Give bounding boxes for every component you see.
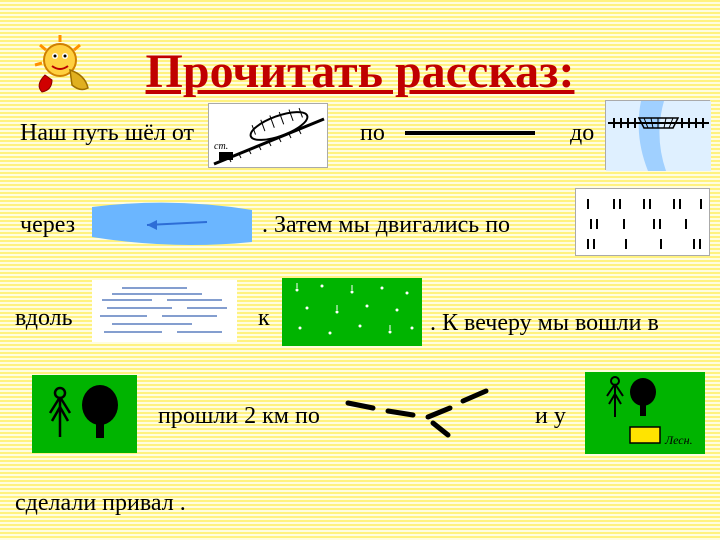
text-l4-1: прошли 2 км по bbox=[158, 403, 320, 430]
text-l1-3: до bbox=[570, 120, 594, 147]
text-l3-2: к bbox=[258, 305, 270, 332]
symbol-road bbox=[400, 118, 540, 148]
text-l2-2: . Затем мы двигались по bbox=[262, 212, 510, 239]
text-l3-1: вдоль bbox=[15, 305, 73, 332]
text-l1-1: Наш путь шёл от bbox=[20, 120, 194, 147]
symbol-meadow bbox=[575, 188, 710, 256]
symbol-swamp bbox=[92, 280, 237, 342]
slide-title: Прочитать рассказ: bbox=[0, 44, 720, 99]
symbol-trail bbox=[338, 373, 498, 449]
symbol-forest-left bbox=[32, 375, 137, 453]
symbol-forester: Лесн. bbox=[585, 372, 705, 454]
svg-text:ст.: ст. bbox=[214, 141, 228, 152]
symbol-bridge bbox=[605, 100, 710, 170]
text-l2-1: через bbox=[20, 212, 75, 239]
text-l3-3: . К вечеру мы вошли в bbox=[430, 310, 659, 337]
svg-text:Лесн.: Лесн. bbox=[664, 433, 693, 447]
text-l5-1: сделали привал . bbox=[15, 490, 186, 517]
symbol-meadow-green bbox=[282, 278, 422, 346]
symbol-river bbox=[92, 192, 252, 252]
symbol-station: ст. bbox=[208, 103, 328, 168]
text-l4-2: и у bbox=[535, 403, 566, 430]
text-l1-2: по bbox=[360, 120, 385, 147]
